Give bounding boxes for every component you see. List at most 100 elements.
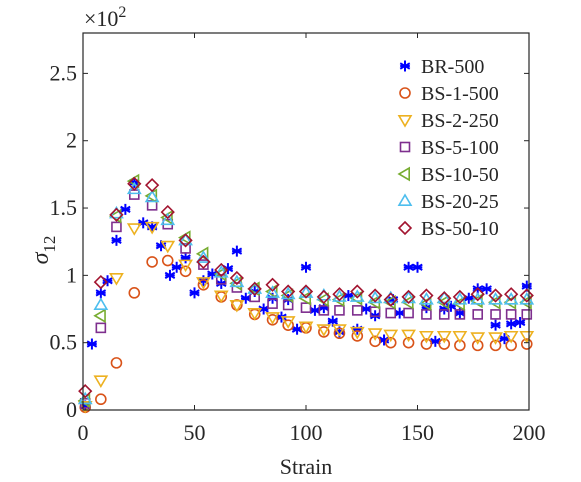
data-point <box>402 336 415 349</box>
legend-item: BS-1-500 <box>399 83 499 105</box>
y-tick-label: 2 <box>66 128 77 153</box>
data-point <box>369 335 381 348</box>
data-point <box>171 261 182 273</box>
data-point <box>503 292 519 305</box>
series-bs-50-10 <box>78 176 534 399</box>
data-point <box>436 290 452 304</box>
y-axis-multiplier: ×102 <box>84 4 126 31</box>
data-point <box>349 289 365 302</box>
x-tick-label: 150 <box>401 420 434 445</box>
data-point <box>351 330 364 342</box>
data-point <box>403 261 414 273</box>
data-point <box>300 261 312 273</box>
data-point <box>332 324 347 337</box>
data-point <box>128 287 141 299</box>
legend-label: BS-5-100 <box>421 137 499 159</box>
data-point <box>247 281 262 296</box>
data-point <box>488 288 503 303</box>
data-point <box>93 274 108 290</box>
data-point <box>394 307 405 319</box>
data-point <box>369 306 381 318</box>
data-point <box>420 338 433 350</box>
data-point <box>178 259 193 273</box>
data-point <box>265 277 280 292</box>
data-point <box>266 313 279 326</box>
data-point <box>280 316 296 329</box>
data-point <box>247 281 263 294</box>
data-point <box>318 305 330 316</box>
y-tick-label: 1.5 <box>50 195 78 220</box>
data-point <box>120 203 131 215</box>
legend-item: BS-2-250 <box>397 110 499 132</box>
data-point <box>298 321 314 335</box>
data-point <box>111 221 122 233</box>
data-point <box>519 330 535 344</box>
data-point <box>514 316 526 328</box>
legend-label: BS-1-500 <box>421 83 499 105</box>
data-point <box>144 178 160 193</box>
data-point <box>481 283 492 295</box>
data-point <box>383 329 399 343</box>
data-point <box>470 332 486 345</box>
data-point <box>196 277 211 290</box>
data-point <box>77 391 93 405</box>
data-point <box>178 232 193 246</box>
legend-label: BS-50-10 <box>421 218 499 240</box>
data-point <box>471 339 484 352</box>
data-point <box>327 315 339 327</box>
data-point <box>95 287 107 299</box>
legend-marker-triangle-down <box>397 115 413 128</box>
series-br-500 <box>79 176 533 412</box>
legend-label: BR-500 <box>421 56 484 78</box>
y-tick-label: 0 <box>66 397 77 422</box>
data-point <box>282 299 294 311</box>
legend-item: BS-10-50 <box>397 164 499 186</box>
data-point <box>127 176 142 191</box>
data-point <box>438 309 450 320</box>
data-point <box>504 287 519 302</box>
y-tick-label: 0.5 <box>50 330 78 355</box>
series-bs-20-25 <box>77 181 535 405</box>
data-point <box>316 324 332 337</box>
data-point <box>401 329 416 343</box>
x-tick-label: 100 <box>290 420 323 445</box>
data-point <box>505 318 517 330</box>
data-point <box>489 339 502 352</box>
data-point <box>144 221 160 235</box>
legend-marker-diamond <box>397 220 413 236</box>
x-tick-label: 200 <box>513 420 546 445</box>
data-point <box>86 338 98 350</box>
data-point <box>265 285 280 298</box>
legend-label: BS-10-50 <box>421 164 499 186</box>
data-point <box>247 308 263 321</box>
data-point <box>267 298 278 309</box>
series-bs-2-250 <box>77 221 535 414</box>
data-point <box>298 284 314 299</box>
data-point <box>309 304 321 316</box>
data-point <box>490 309 501 320</box>
data-point <box>77 400 93 414</box>
data-point <box>438 338 451 350</box>
data-point <box>160 212 176 226</box>
data-point <box>401 289 416 305</box>
y-tick-label: 1 <box>66 262 77 287</box>
data-point <box>109 273 124 286</box>
data-point <box>454 309 466 320</box>
data-point <box>282 319 294 331</box>
data-point <box>520 338 533 350</box>
data-point <box>126 181 142 195</box>
legend-label: BS-2-250 <box>421 110 499 132</box>
data-point <box>430 335 441 347</box>
data-point <box>231 245 243 257</box>
axis-ticks: 0 50 100 150 200 0 0.5 1 1.5 2 2.5 <box>50 33 546 445</box>
y-tick-label: 2.5 <box>50 60 78 85</box>
legend-item: BS-50-10 <box>397 218 499 240</box>
data-point <box>367 328 383 341</box>
data-point <box>178 233 193 248</box>
legend-label: BS-20-25 <box>421 191 499 213</box>
data-point <box>93 308 106 324</box>
data-point <box>488 332 503 345</box>
data-point <box>505 309 517 320</box>
data-point <box>419 330 434 344</box>
